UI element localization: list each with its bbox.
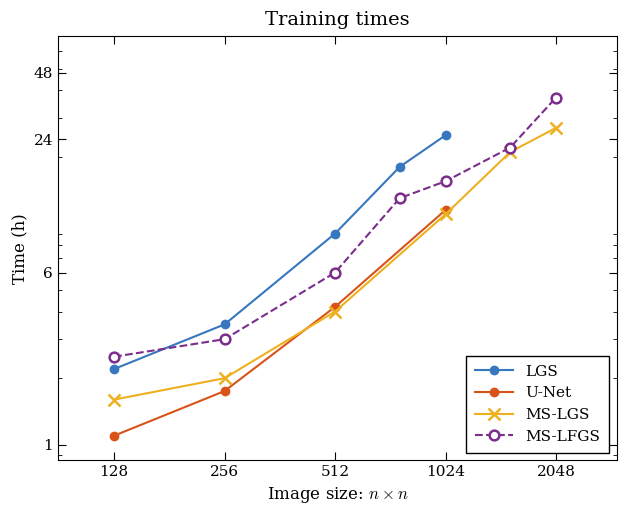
Line: LGS: LGS	[110, 131, 450, 373]
MS-LFGS	[442, 178, 450, 184]
Line: MS-LFGS: MS-LFGS	[109, 93, 561, 362]
U-Net	[221, 388, 229, 394]
Y-axis label: Time (h): Time (h)	[11, 213, 28, 284]
MS-LFGS	[111, 353, 118, 360]
LGS	[332, 231, 339, 237]
MS-LFGS	[332, 269, 339, 276]
MS-LFGS	[552, 94, 560, 101]
MS-LGS	[552, 125, 560, 131]
LGS	[442, 132, 450, 138]
LGS	[396, 164, 404, 170]
LGS	[111, 366, 118, 372]
U-Net	[111, 432, 118, 439]
Title: Training times: Training times	[265, 11, 410, 29]
LGS	[221, 321, 229, 328]
X-axis label: Image size: $n \times n$: Image size: $n \times n$	[267, 485, 408, 505]
Line: U-Net: U-Net	[110, 206, 450, 440]
MS-LFGS	[396, 195, 404, 201]
U-Net	[442, 207, 450, 213]
Legend: LGS, U-Net, MS-LGS, MS-LFGS: LGS, U-Net, MS-LGS, MS-LFGS	[465, 356, 609, 453]
MS-LFGS	[221, 336, 229, 342]
MS-LGS	[332, 309, 339, 315]
MS-LGS	[111, 396, 118, 402]
U-Net	[332, 304, 339, 310]
MS-LGS	[442, 211, 450, 217]
MS-LFGS	[506, 144, 514, 151]
MS-LGS	[221, 375, 229, 381]
MS-LGS	[506, 149, 514, 155]
Line: MS-LGS: MS-LGS	[109, 122, 561, 405]
